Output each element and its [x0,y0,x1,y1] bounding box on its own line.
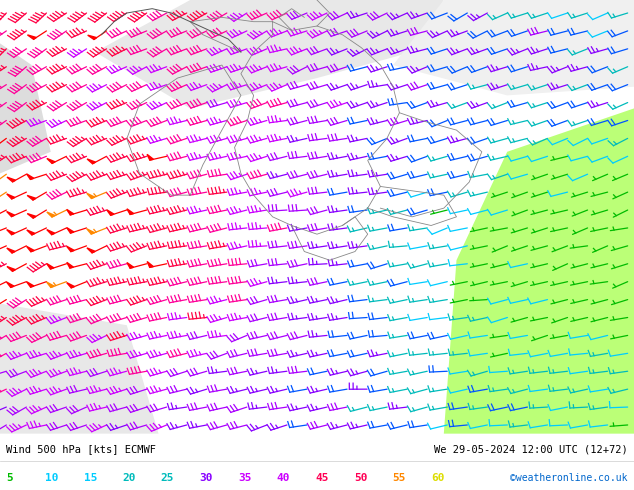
Polygon shape [87,35,96,40]
Polygon shape [67,227,74,233]
Text: 10: 10 [45,472,58,483]
Polygon shape [95,0,444,108]
Polygon shape [27,174,34,179]
Text: We 29-05-2024 12:00 UTC (12+72): We 29-05-2024 12:00 UTC (12+72) [434,444,628,454]
Polygon shape [87,248,95,253]
Polygon shape [27,230,35,235]
Polygon shape [147,262,153,268]
Polygon shape [47,282,54,288]
Text: 55: 55 [392,472,406,483]
Polygon shape [67,246,74,251]
Polygon shape [27,214,36,218]
Text: ©weatheronline.co.uk: ©weatheronline.co.uk [510,472,628,483]
Polygon shape [7,177,16,182]
Text: 25: 25 [161,472,174,483]
Polygon shape [27,35,36,39]
Polygon shape [0,304,158,434]
Polygon shape [47,158,55,163]
Text: 45: 45 [315,472,329,483]
Polygon shape [87,229,94,234]
Polygon shape [147,154,153,160]
Polygon shape [127,263,134,268]
Polygon shape [87,193,94,198]
Polygon shape [27,282,34,287]
Polygon shape [6,212,15,217]
Polygon shape [87,159,96,164]
Polygon shape [6,282,14,287]
Polygon shape [127,209,134,215]
Text: 15: 15 [84,472,97,483]
Polygon shape [67,283,74,288]
Polygon shape [7,248,15,253]
Polygon shape [47,212,55,217]
Polygon shape [444,108,634,434]
Polygon shape [27,196,36,200]
Polygon shape [27,246,34,252]
Polygon shape [107,210,114,215]
Polygon shape [7,267,15,271]
Polygon shape [0,44,51,173]
Text: 30: 30 [200,472,213,483]
Polygon shape [7,194,15,199]
Text: 35: 35 [238,472,252,483]
Polygon shape [67,209,74,215]
Text: 50: 50 [354,472,367,483]
Polygon shape [7,230,15,235]
Polygon shape [393,0,634,96]
Polygon shape [67,262,74,268]
Text: Wind 500 hPa [kts] ECMWF: Wind 500 hPa [kts] ECMWF [6,444,157,454]
Text: 60: 60 [431,472,444,483]
Text: 5: 5 [6,472,13,483]
Polygon shape [47,264,54,269]
Text: 20: 20 [122,472,136,483]
Text: 40: 40 [276,472,290,483]
Polygon shape [47,230,55,235]
